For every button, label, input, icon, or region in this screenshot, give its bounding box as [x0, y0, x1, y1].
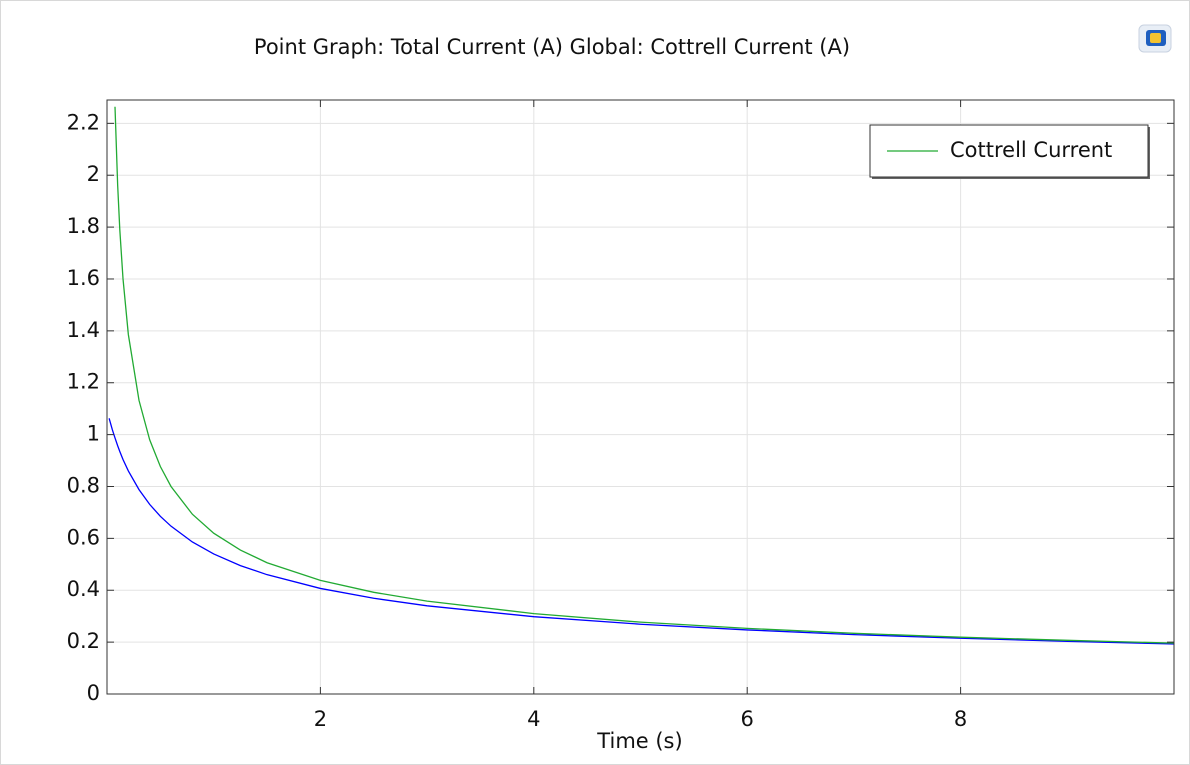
y-tick-label: 1.8: [67, 214, 100, 238]
y-tick-label: 1.6: [67, 266, 100, 290]
x-tick-label: 8: [954, 707, 967, 731]
y-tick-label: 2.2: [67, 110, 100, 134]
y-tick-label: 0: [87, 681, 100, 705]
y-tick-label: 0.2: [67, 629, 100, 653]
plot-lines: [108, 106, 1174, 645]
x-tick-label: 6: [741, 707, 754, 731]
y-tick-label: 0.6: [67, 525, 100, 549]
y-tick-label: 1.4: [67, 318, 100, 342]
data-line: [108, 418, 1174, 645]
data-line: [114, 106, 1174, 644]
legend-label: Cottrell Current: [950, 138, 1112, 162]
legend: Cottrell Current: [869, 124, 1150, 179]
ticks: 0 0.2 0.4 0.6 0.8 1 1.2 1.4 1.6 1.8 2 2.2 2 4 6 8: [67, 100, 1174, 731]
x-tick-label: 2: [314, 707, 327, 731]
x-tick-label: 4: [527, 707, 540, 731]
y-tick-label: 1.2: [67, 370, 100, 394]
y-tick-label: 0.8: [67, 473, 100, 497]
x-axis-label: Time (s): [596, 729, 682, 753]
y-tick-label: 2: [87, 162, 100, 186]
plot-border: [106, 99, 1175, 695]
grid: [107, 100, 1174, 695]
y-tick-label: 0.4: [67, 577, 100, 601]
app-icon: [1138, 24, 1172, 53]
y-tick-label: 1: [87, 422, 100, 446]
chart-title: Point Graph: Total Current (A) Global: C…: [254, 35, 850, 59]
